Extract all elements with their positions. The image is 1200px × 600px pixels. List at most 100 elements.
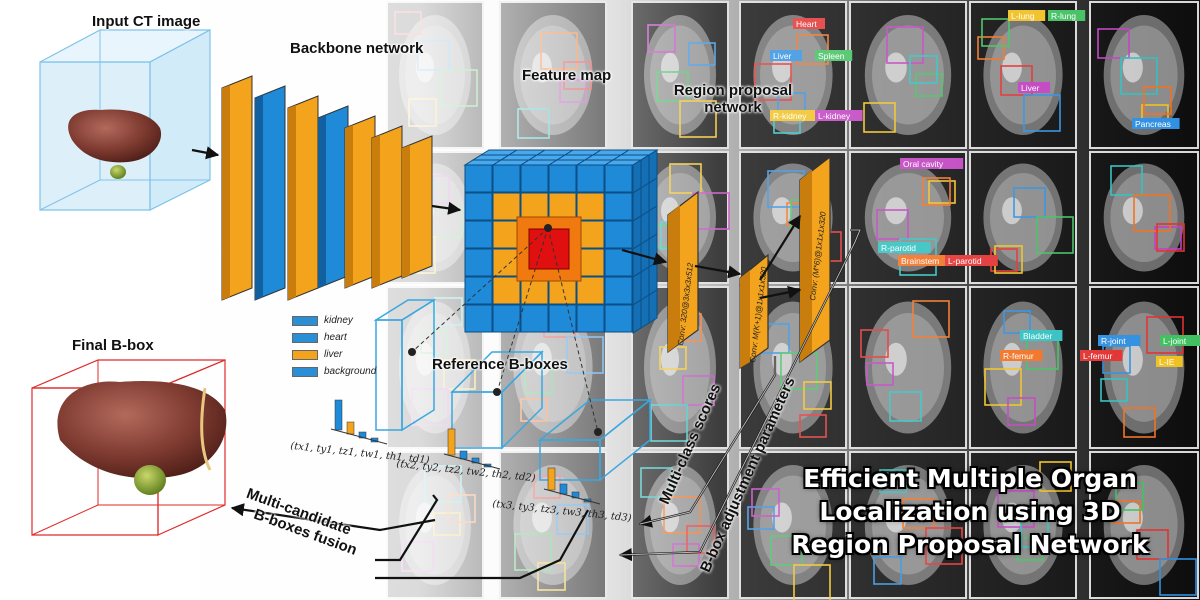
legend-item-liver: liver [292,346,376,363]
feature-cell-side [640,154,650,189]
feature-cell-side [648,261,658,296]
score-bar-group [330,399,388,445]
feature-cell-side [632,299,642,334]
legend-label: heart [324,332,347,343]
feature-cell [464,220,493,249]
feature-cell [548,304,577,333]
final-bbox-label: Final B-box [72,337,154,354]
feature-cell [464,164,493,193]
rpn-label-line2: network [704,99,762,116]
output-arrows-white [619,229,861,556]
backbone-label: Backbone network [290,40,424,57]
backbone-layer [254,85,286,301]
feature-map-cube [463,149,659,334]
feature-cell [548,164,577,193]
input-ct-label: Input CT image [92,13,201,30]
legend: kidney heart liver background [292,312,376,380]
legend-label: kidney [324,315,353,326]
feature-cell-side [648,177,658,212]
final-liver [57,380,227,495]
feature-cell-side [648,289,658,324]
input-liver [68,109,162,179]
feature-core [528,228,570,270]
backbone-layer [221,75,253,301]
legend-label: background [324,366,377,377]
feature-cell [464,276,493,305]
score-bar [471,457,480,464]
feature-cell [464,304,493,333]
feature-cell [520,164,549,193]
score-bar-group [543,467,601,505]
feature-cell [604,220,633,249]
legend-swatch [292,366,318,377]
feature-cell [576,304,605,333]
feature-cell [576,276,605,305]
feature-cell [520,304,549,333]
feature-cell-side [640,294,650,329]
backbone-layer [317,105,349,289]
legend-item-heart: heart [292,329,376,346]
feature-cell [492,248,521,277]
feature-cell [464,248,493,277]
feature-cell-side [640,266,650,301]
legend-item-kidney: kidney [292,312,376,329]
legend-swatch [292,315,318,326]
reference-bboxes-label: Reference B-boxes [432,356,568,373]
feature-map-label: Feature map [522,67,612,84]
feature-cell-side [632,215,642,250]
feature-cell-side [632,243,642,278]
feature-cell [492,304,521,333]
feature-cell [576,164,605,193]
figure-title: Efficient Multiple Organ Localization us… [760,462,1180,561]
backbone-layer [401,135,433,279]
rpn-layers [667,155,831,370]
feature-cell-side [648,233,658,268]
legend-item-background: background [292,363,376,380]
title-line-2: Localization using 3D [819,497,1121,526]
feature-cell [548,192,577,221]
title-line-3: Region Proposal Network [791,530,1149,559]
reference-bboxes [373,298,653,482]
feature-cell [492,192,521,221]
feature-cell [492,164,521,193]
score-bar-group [443,428,501,470]
feature-cell [604,192,633,221]
score-bar [358,431,367,439]
feature-cell-side [632,187,642,222]
legend-swatch [292,332,318,343]
feature-cell [604,164,633,193]
rpn-label-line1: Region proposal [673,82,793,99]
backbone-layer [287,95,319,301]
score-bar [346,421,355,435]
score-bars [330,399,601,505]
title-line-1: Efficient Multiple Organ [803,464,1137,493]
feature-cell [604,276,633,305]
legend-swatch [292,349,318,360]
feature-cell-side [632,159,642,194]
feature-cell [520,192,549,221]
feature-cell [576,192,605,221]
feature-cell-side [648,205,658,240]
backbone-layer [371,125,403,289]
feature-cell [604,304,633,333]
feature-cell-side [632,271,642,306]
legend-label: liver [324,349,343,360]
feature-cell [492,220,521,249]
flow-arrows [191,146,802,300]
feature-cell [604,248,633,277]
feature-cell-side [648,149,658,184]
rpn-label: Region proposal network [648,82,818,116]
feature-cell-side [640,182,650,217]
score-bar [547,467,556,491]
feature-cell [464,192,493,221]
feature-cell [492,276,521,305]
backbone-layer [344,115,376,289]
score-bar [334,399,343,431]
projection-lines [411,227,599,433]
score-bar [447,428,456,456]
feature-cell-side [640,210,650,245]
score-bar [571,491,580,499]
backbone-layers [221,75,433,301]
